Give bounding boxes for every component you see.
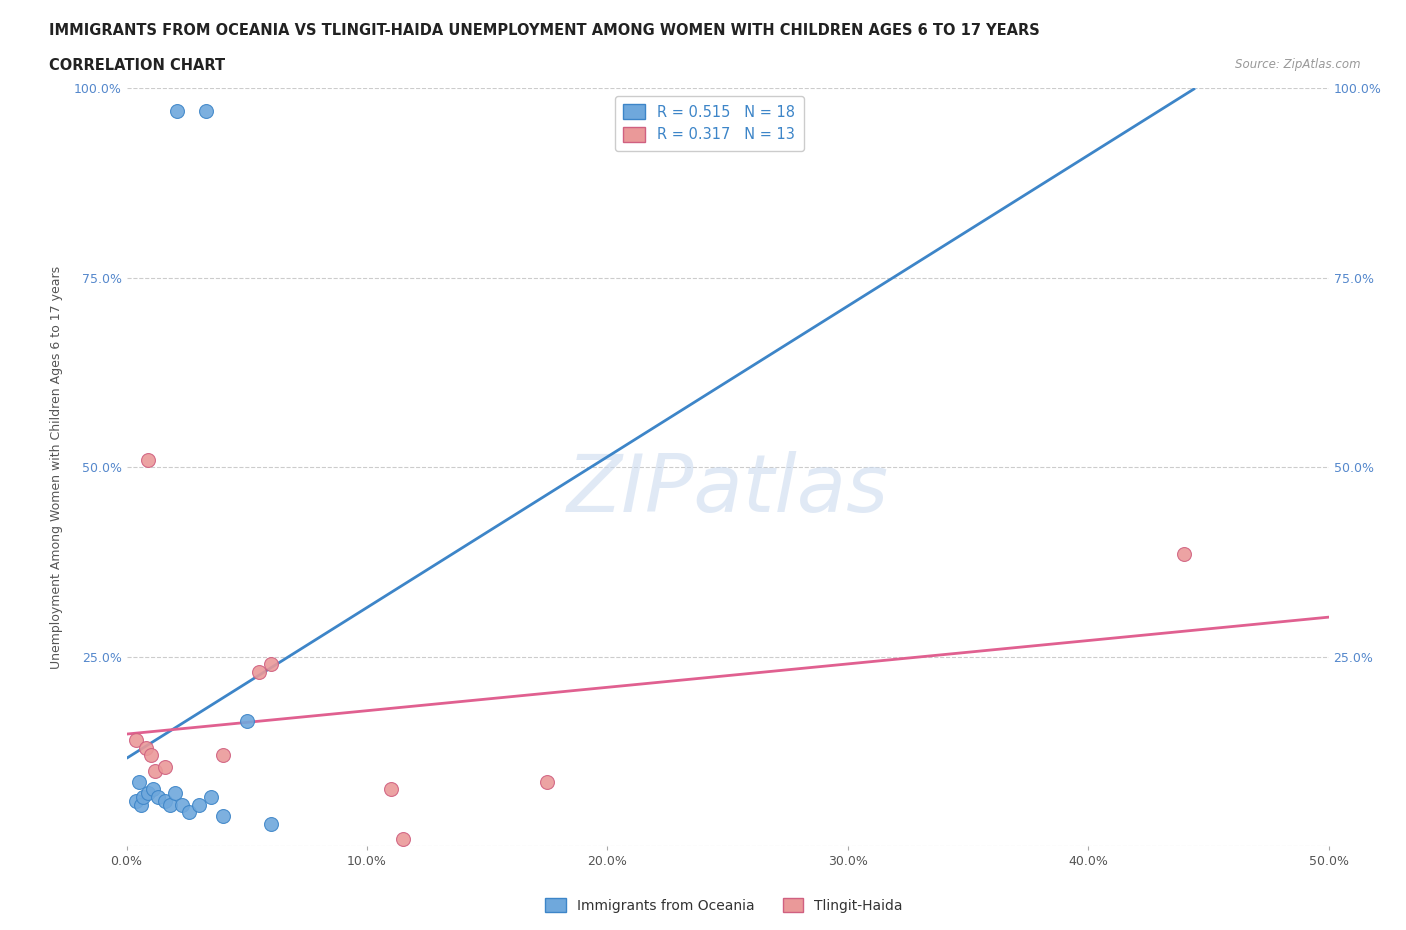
Point	[187, 797, 209, 812]
Legend: R = 0.515   N = 18, R = 0.317   N = 13: R = 0.515 N = 18, R = 0.317 N = 13	[614, 96, 804, 152]
Point	[1173, 547, 1195, 562]
Point	[153, 793, 176, 808]
Point	[129, 797, 152, 812]
Point	[125, 733, 148, 748]
Point	[200, 790, 222, 804]
Point	[125, 793, 148, 808]
Point	[194, 103, 217, 118]
Point	[163, 786, 186, 801]
Point	[136, 786, 159, 801]
Point	[135, 740, 157, 755]
Point	[128, 775, 150, 790]
Point	[260, 817, 283, 831]
Point	[166, 103, 188, 118]
Point	[145, 763, 167, 777]
Point	[146, 790, 169, 804]
Point	[132, 790, 155, 804]
Point	[247, 665, 270, 680]
Point	[260, 657, 283, 671]
Point	[142, 782, 165, 797]
Point	[170, 797, 193, 812]
Text: ZIPatlas: ZIPatlas	[567, 451, 889, 529]
Text: IMMIGRANTS FROM OCEANIA VS TLINGIT-HAIDA UNEMPLOYMENT AMONG WOMEN WITH CHILDREN : IMMIGRANTS FROM OCEANIA VS TLINGIT-HAIDA…	[49, 23, 1040, 38]
Y-axis label: Unemployment Among Women with Children Ages 6 to 17 years: Unemployment Among Women with Children A…	[49, 266, 63, 669]
Point	[536, 775, 558, 790]
Text: Source: ZipAtlas.com: Source: ZipAtlas.com	[1236, 58, 1361, 71]
Point	[392, 831, 415, 846]
Point	[136, 452, 159, 467]
Point	[159, 797, 181, 812]
Text: CORRELATION CHART: CORRELATION CHART	[49, 58, 225, 73]
Point	[211, 808, 233, 823]
Point	[235, 714, 259, 729]
Legend: Immigrants from Oceania, Tlingit-Haida: Immigrants from Oceania, Tlingit-Haida	[540, 893, 908, 919]
Point	[211, 748, 233, 763]
Point	[153, 759, 176, 774]
Point	[139, 748, 162, 763]
Point	[380, 782, 402, 797]
Point	[177, 804, 200, 819]
